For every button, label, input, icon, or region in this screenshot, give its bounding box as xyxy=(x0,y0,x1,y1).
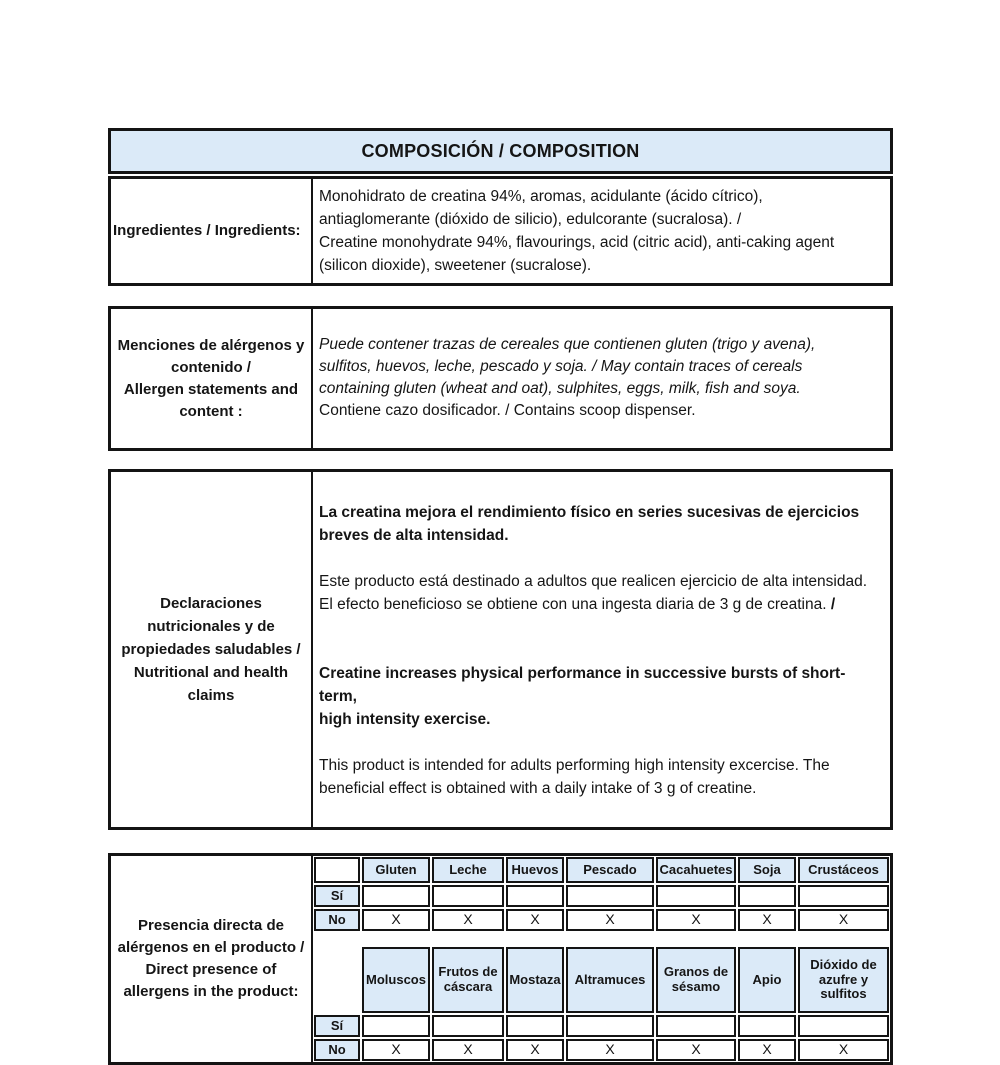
scoop-dispenser-text: Contiene cazo dosificador. / Contains sc… xyxy=(319,402,696,419)
cell-yes-crustaceos xyxy=(798,885,889,907)
composition-sheet: COMPOSICIÓN / COMPOSITION Ingredientes /… xyxy=(108,128,893,1065)
row-label-yes-1: Sí xyxy=(314,885,360,907)
cell-yes-leche xyxy=(432,885,504,907)
cell-no-altramuces: X xyxy=(566,1039,654,1061)
col-header-altramuces: Altramuces xyxy=(566,947,654,1013)
cell-yes-frutos-de-cascara xyxy=(432,1015,504,1037)
col-header-dioxido-de-azufre: Dióxido de azufre y sulfitos xyxy=(798,947,889,1013)
grid-spacer xyxy=(314,933,889,945)
col-header-huevos: Huevos xyxy=(506,857,564,883)
cell-yes-granos-de-sesamo xyxy=(656,1015,736,1037)
cell-yes-dioxido-de-azufre xyxy=(798,1015,889,1037)
cell-yes-mostaza xyxy=(506,1015,564,1037)
cell-no-huevos: X xyxy=(506,909,564,931)
section-title-bar: COMPOSICIÓN / COMPOSITION xyxy=(108,128,893,174)
section-title: COMPOSICIÓN / COMPOSITION xyxy=(361,140,640,161)
claim-en-bold: Creatine increases physical performance … xyxy=(319,665,846,728)
cell-yes-huevos xyxy=(506,885,564,907)
col-header-granos-de-sesamo: Granos de sésamo xyxy=(656,947,736,1013)
claims-text: La creatina mejora el rendimiento físico… xyxy=(313,472,890,827)
allergen-statements-text: Puede contener trazas de cereales que co… xyxy=(313,309,890,448)
col-header-gluten: Gluten xyxy=(362,857,430,883)
col-header-apio: Apio xyxy=(738,947,796,1013)
allergen-presence-label: Presencia directa de alérgenos en el pro… xyxy=(111,856,313,1062)
allergen-presence-table: Presencia directa de alérgenos en el pro… xyxy=(108,853,893,1065)
cell-no-mostaza: X xyxy=(506,1039,564,1061)
cell-yes-cacahuetes xyxy=(656,885,736,907)
cell-no-pescado: X xyxy=(566,909,654,931)
cell-no-granos-de-sesamo: X xyxy=(656,1039,736,1061)
cell-yes-altramuces xyxy=(566,1015,654,1037)
grid-corner-cell xyxy=(314,857,360,883)
cell-no-cacahuetes: X xyxy=(656,909,736,931)
col-header-leche: Leche xyxy=(432,857,504,883)
col-header-crustaceos: Crustáceos xyxy=(798,857,889,883)
claim-es-regular-line: Este producto está destinado a adultos q… xyxy=(319,570,882,616)
col-header-mostaza: Mostaza xyxy=(506,947,564,1013)
ingredients-label: Ingredientes / Ingredients: xyxy=(111,179,313,283)
cell-no-gluten: X xyxy=(362,909,430,931)
cell-no-moluscos: X xyxy=(362,1039,430,1061)
claim-es-slash: / xyxy=(830,596,836,613)
row-label-yes-2: Sí xyxy=(314,1015,360,1037)
claim-es-regular: Este producto está destinado a adultos q… xyxy=(319,573,868,613)
cell-no-dioxido-de-azufre: X xyxy=(798,1039,889,1061)
ingredients-text: Monohidrato de creatina 94%, aromas, aci… xyxy=(319,188,835,274)
row-label-no-2: No xyxy=(314,1039,360,1061)
cell-no-leche: X xyxy=(432,909,504,931)
col-header-soja: Soja xyxy=(738,857,796,883)
cell-yes-apio xyxy=(738,1015,796,1037)
cell-no-soja: X xyxy=(738,909,796,931)
cell-yes-moluscos xyxy=(362,1015,430,1037)
allergen-statements-row: Menciones de alérgenos y contenido / All… xyxy=(108,306,893,451)
claims-label: Declaraciones nutricionales y de propied… xyxy=(111,472,313,827)
col-header-pescado: Pescado xyxy=(566,857,654,883)
ingredients-row: Ingredientes / Ingredients: Monohidrato … xyxy=(108,176,893,286)
claim-en-regular: This product is intended for adults perf… xyxy=(319,757,830,797)
row-label-no-1: No xyxy=(314,909,360,931)
cell-no-crustaceos: X xyxy=(798,909,889,931)
allergen-grid: Gluten Leche Huevos Pescado Cacahuetes S… xyxy=(313,856,890,1062)
claims-row: Declaraciones nutricionales y de propied… xyxy=(108,469,893,830)
cell-no-frutos-de-cascara: X xyxy=(432,1039,504,1061)
cell-yes-gluten xyxy=(362,885,430,907)
col-header-frutos-de-cascara: Frutos de cáscara xyxy=(432,947,504,1013)
cell-no-apio: X xyxy=(738,1039,796,1061)
col-header-moluscos: Moluscos xyxy=(362,947,430,1013)
col-header-cacahuetes: Cacahuetes xyxy=(656,857,736,883)
grid-corner-cell-2 xyxy=(314,947,360,1013)
cell-yes-soja xyxy=(738,885,796,907)
allergen-traces-text: Puede contener trazas de cereales que co… xyxy=(319,336,816,397)
allergen-statements-label: Menciones de alérgenos y contenido / All… xyxy=(111,309,313,448)
claim-es-bold: La creatina mejora el rendimiento físico… xyxy=(319,504,860,544)
cell-yes-pescado xyxy=(566,885,654,907)
